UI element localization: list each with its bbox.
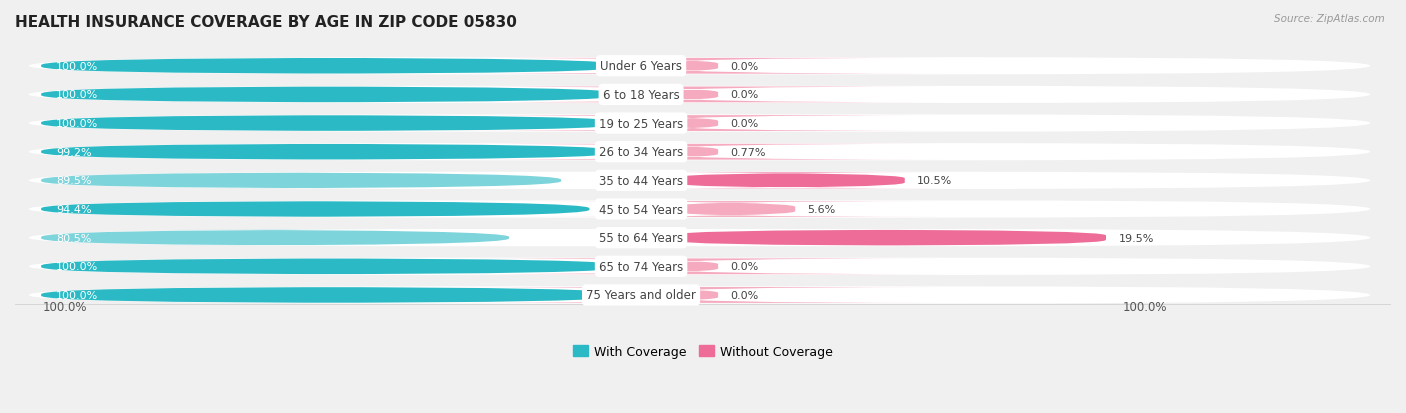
Text: 100.0%: 100.0% bbox=[1122, 301, 1167, 314]
Text: Under 6 Years: Under 6 Years bbox=[600, 60, 682, 73]
FancyBboxPatch shape bbox=[41, 259, 621, 275]
FancyBboxPatch shape bbox=[443, 59, 942, 74]
FancyBboxPatch shape bbox=[41, 116, 621, 132]
FancyBboxPatch shape bbox=[668, 230, 1107, 246]
Text: 0.0%: 0.0% bbox=[731, 119, 759, 129]
Text: 0.77%: 0.77% bbox=[731, 147, 766, 157]
FancyBboxPatch shape bbox=[28, 258, 1371, 275]
FancyBboxPatch shape bbox=[443, 87, 942, 103]
Text: 100.0%: 100.0% bbox=[56, 262, 98, 272]
Text: 26 to 34 Years: 26 to 34 Years bbox=[599, 146, 683, 159]
Text: 89.5%: 89.5% bbox=[56, 176, 91, 186]
FancyBboxPatch shape bbox=[443, 259, 942, 275]
Text: 100.0%: 100.0% bbox=[56, 119, 98, 129]
Text: 100.0%: 100.0% bbox=[56, 90, 98, 100]
FancyBboxPatch shape bbox=[28, 87, 1371, 104]
Text: HEALTH INSURANCE COVERAGE BY AGE IN ZIP CODE 05830: HEALTH INSURANCE COVERAGE BY AGE IN ZIP … bbox=[15, 15, 517, 30]
Text: Source: ZipAtlas.com: Source: ZipAtlas.com bbox=[1274, 14, 1385, 24]
FancyBboxPatch shape bbox=[41, 230, 509, 246]
Text: 55 to 64 Years: 55 to 64 Years bbox=[599, 232, 683, 244]
FancyBboxPatch shape bbox=[41, 145, 617, 160]
FancyBboxPatch shape bbox=[41, 87, 621, 103]
FancyBboxPatch shape bbox=[520, 202, 942, 217]
FancyBboxPatch shape bbox=[443, 145, 942, 160]
Text: 94.4%: 94.4% bbox=[56, 204, 91, 214]
Text: 99.2%: 99.2% bbox=[56, 147, 91, 157]
FancyBboxPatch shape bbox=[28, 115, 1371, 132]
Text: 5.6%: 5.6% bbox=[807, 204, 835, 214]
FancyBboxPatch shape bbox=[28, 287, 1371, 304]
Text: 35 to 44 Years: 35 to 44 Years bbox=[599, 174, 683, 188]
Text: 19 to 25 Years: 19 to 25 Years bbox=[599, 117, 683, 130]
FancyBboxPatch shape bbox=[630, 173, 942, 189]
FancyBboxPatch shape bbox=[41, 173, 561, 189]
Text: 100.0%: 100.0% bbox=[42, 301, 87, 314]
Text: 65 to 74 Years: 65 to 74 Years bbox=[599, 260, 683, 273]
FancyBboxPatch shape bbox=[28, 172, 1371, 190]
Text: 100.0%: 100.0% bbox=[56, 290, 98, 300]
Text: 6 to 18 Years: 6 to 18 Years bbox=[603, 89, 679, 102]
Text: 0.0%: 0.0% bbox=[731, 62, 759, 71]
Text: 19.5%: 19.5% bbox=[1118, 233, 1154, 243]
FancyBboxPatch shape bbox=[28, 201, 1371, 218]
Text: 80.5%: 80.5% bbox=[56, 233, 91, 243]
Text: 0.0%: 0.0% bbox=[731, 90, 759, 100]
Text: 0.0%: 0.0% bbox=[731, 262, 759, 272]
Text: 75 Years and older: 75 Years and older bbox=[586, 289, 696, 302]
Text: 45 to 54 Years: 45 to 54 Years bbox=[599, 203, 683, 216]
FancyBboxPatch shape bbox=[41, 287, 621, 303]
FancyBboxPatch shape bbox=[41, 202, 589, 217]
Text: 100.0%: 100.0% bbox=[56, 62, 98, 71]
FancyBboxPatch shape bbox=[443, 116, 942, 132]
Text: 10.5%: 10.5% bbox=[917, 176, 952, 186]
Legend: With Coverage, Without Coverage: With Coverage, Without Coverage bbox=[568, 340, 838, 363]
FancyBboxPatch shape bbox=[41, 59, 621, 74]
FancyBboxPatch shape bbox=[28, 58, 1371, 75]
FancyBboxPatch shape bbox=[28, 144, 1371, 161]
FancyBboxPatch shape bbox=[443, 287, 942, 303]
FancyBboxPatch shape bbox=[28, 230, 1371, 247]
Text: 0.0%: 0.0% bbox=[731, 290, 759, 300]
